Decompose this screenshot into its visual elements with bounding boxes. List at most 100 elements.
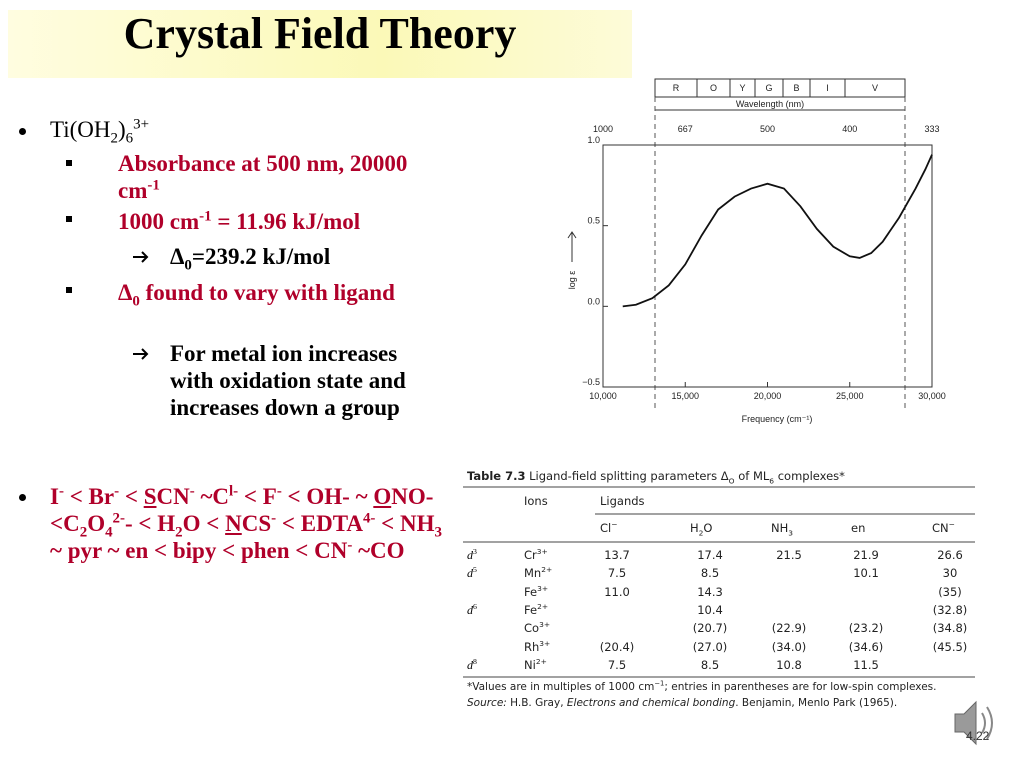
y-tick-label: 1.0 xyxy=(587,135,600,145)
text-run: = 11.96 kJ/mol xyxy=(211,209,361,234)
text-sup: -1 xyxy=(199,208,212,225)
text-run: NH xyxy=(771,521,789,535)
x-tick-label: 10,000 xyxy=(589,391,617,401)
text-sup: - xyxy=(114,483,120,500)
band-label: B xyxy=(793,83,799,93)
table-cell: (35) xyxy=(938,585,962,599)
text-run: Cr xyxy=(524,548,537,562)
text-run: Ligand-field splitting parameters Δ xyxy=(525,469,729,483)
ion: Ni2+ xyxy=(524,658,547,672)
text-sup: 5 xyxy=(473,565,477,574)
bullet-square xyxy=(66,216,72,222)
text-sub: 0 xyxy=(184,257,192,274)
bullet-text: 1000 cm-1 = 11.96 kJ/mol xyxy=(118,208,448,235)
ion: Co3+ xyxy=(524,621,550,635)
text-run: ~ pyr ~ en < bipy < phen < CN xyxy=(50,538,348,563)
ion: Fe2+ xyxy=(524,603,548,617)
text-sub: 3 xyxy=(434,524,442,541)
text-sub: 2 xyxy=(175,524,183,541)
column-header: en xyxy=(851,521,866,535)
table-cell: 30 xyxy=(942,566,958,580)
bullet-text: Δ0 found to vary with ligand xyxy=(118,279,398,309)
electron-config: d6 xyxy=(467,603,477,618)
text-run: of ML xyxy=(734,469,770,483)
text-sup: 2+ xyxy=(537,602,549,612)
table-cell: 14.3 xyxy=(697,585,723,599)
text-run: < NH xyxy=(375,511,435,536)
table-cell: 11.0 xyxy=(604,585,630,599)
text-sub: 2 xyxy=(79,524,88,541)
table-cell: 8.5 xyxy=(700,658,720,672)
text-underlined: N xyxy=(225,511,242,536)
text-run: . Benjamin, Menlo Park (1965). xyxy=(735,697,898,709)
y-axis-arrow xyxy=(567,231,577,262)
table-header: Ions xyxy=(524,494,548,508)
x-tick-label: 20,000 xyxy=(754,391,782,401)
electron-config: d3 xyxy=(467,548,477,563)
spectrum-plot: R O Y G B I V Wavelength (nm) 1000 667 500 400 333 10… xyxy=(567,78,946,424)
bullet-text: I- < Br- < SCN- ~Cl- < F- < OH- ~ ONO-<C… xyxy=(50,483,450,564)
text-sup: 2+ xyxy=(535,657,547,667)
bullet-text: For metal ion increases with oxidation s… xyxy=(170,340,410,421)
table-cell: (22.9) xyxy=(771,621,807,635)
wavelength-tick-label: 500 xyxy=(760,124,775,134)
text-run: CN xyxy=(156,484,190,509)
y-tick-label: −0.5 xyxy=(582,377,600,387)
text-run: I xyxy=(50,484,59,509)
band-label: O xyxy=(710,83,717,93)
wavelength-tick-label: 333 xyxy=(924,124,939,134)
text-run: For metal ion increases with oxidation s… xyxy=(170,341,406,420)
text-run: Rh xyxy=(524,640,540,654)
text-sup: - xyxy=(271,510,277,527)
text-underlined: O xyxy=(373,484,392,509)
table-cell: 13.7 xyxy=(604,548,630,562)
table-cell: 8.5 xyxy=(700,566,720,580)
text-run: < Br xyxy=(63,484,115,509)
text-sup: 2- xyxy=(112,510,125,527)
text-sup: - xyxy=(276,483,282,500)
table-cell: 10.8 xyxy=(776,658,802,672)
text-sup: -1 xyxy=(147,177,160,194)
band-strip xyxy=(654,78,906,98)
text-sup: − xyxy=(948,520,955,530)
text-sup: l- xyxy=(229,483,239,500)
text-sup: 4- xyxy=(362,510,376,527)
table-cell: 10.1 xyxy=(853,566,879,580)
table-cell: 26.6 xyxy=(937,548,963,562)
text-italic: d xyxy=(467,566,473,580)
text-italic: d xyxy=(467,548,473,562)
text-sup: 3+ xyxy=(133,116,150,133)
text-run: H xyxy=(690,521,699,535)
ion: Cr3+ xyxy=(524,548,548,562)
text-sup: 3+ xyxy=(539,639,551,649)
text-run: CS xyxy=(241,511,272,536)
text-italic: d xyxy=(467,603,473,617)
text-run: < xyxy=(119,484,144,509)
text-sub: 2 xyxy=(698,528,704,538)
text-sup: 6 xyxy=(473,602,477,611)
column-header: CN− xyxy=(932,521,955,535)
table-cell: (20.7) xyxy=(692,621,728,635)
text-run: ) xyxy=(117,117,126,142)
table-footnote: *Values are in multiples of 1000 cm−1; e… xyxy=(467,679,936,693)
text-sup: 2+ xyxy=(541,565,553,575)
bullet-dot xyxy=(19,128,26,135)
table-cell: 21.5 xyxy=(776,548,802,562)
speaker-icon[interactable] xyxy=(954,700,993,746)
x-tick-label: 15,000 xyxy=(671,391,699,401)
slide-title: Crystal Field Theory xyxy=(123,9,517,58)
absorbance-curve xyxy=(622,154,933,308)
text-run: Table 7.3 xyxy=(467,469,526,483)
wavelength-axis-title: Wavelength (nm) xyxy=(736,99,804,109)
text-sup: −1 xyxy=(654,679,665,688)
band-label: Y xyxy=(739,83,745,93)
text-sup: - xyxy=(58,483,64,500)
electron-config: d8 xyxy=(467,658,477,673)
table-cell: 7.5 xyxy=(607,658,627,672)
arrow-bullet xyxy=(133,251,149,263)
table-source: Source: H.B. Gray, Electrons and chemica… xyxy=(467,697,897,709)
y-tick-label: 0.5 xyxy=(587,216,600,226)
table-cell: 10.4 xyxy=(697,603,723,617)
band-label: G xyxy=(765,83,772,93)
